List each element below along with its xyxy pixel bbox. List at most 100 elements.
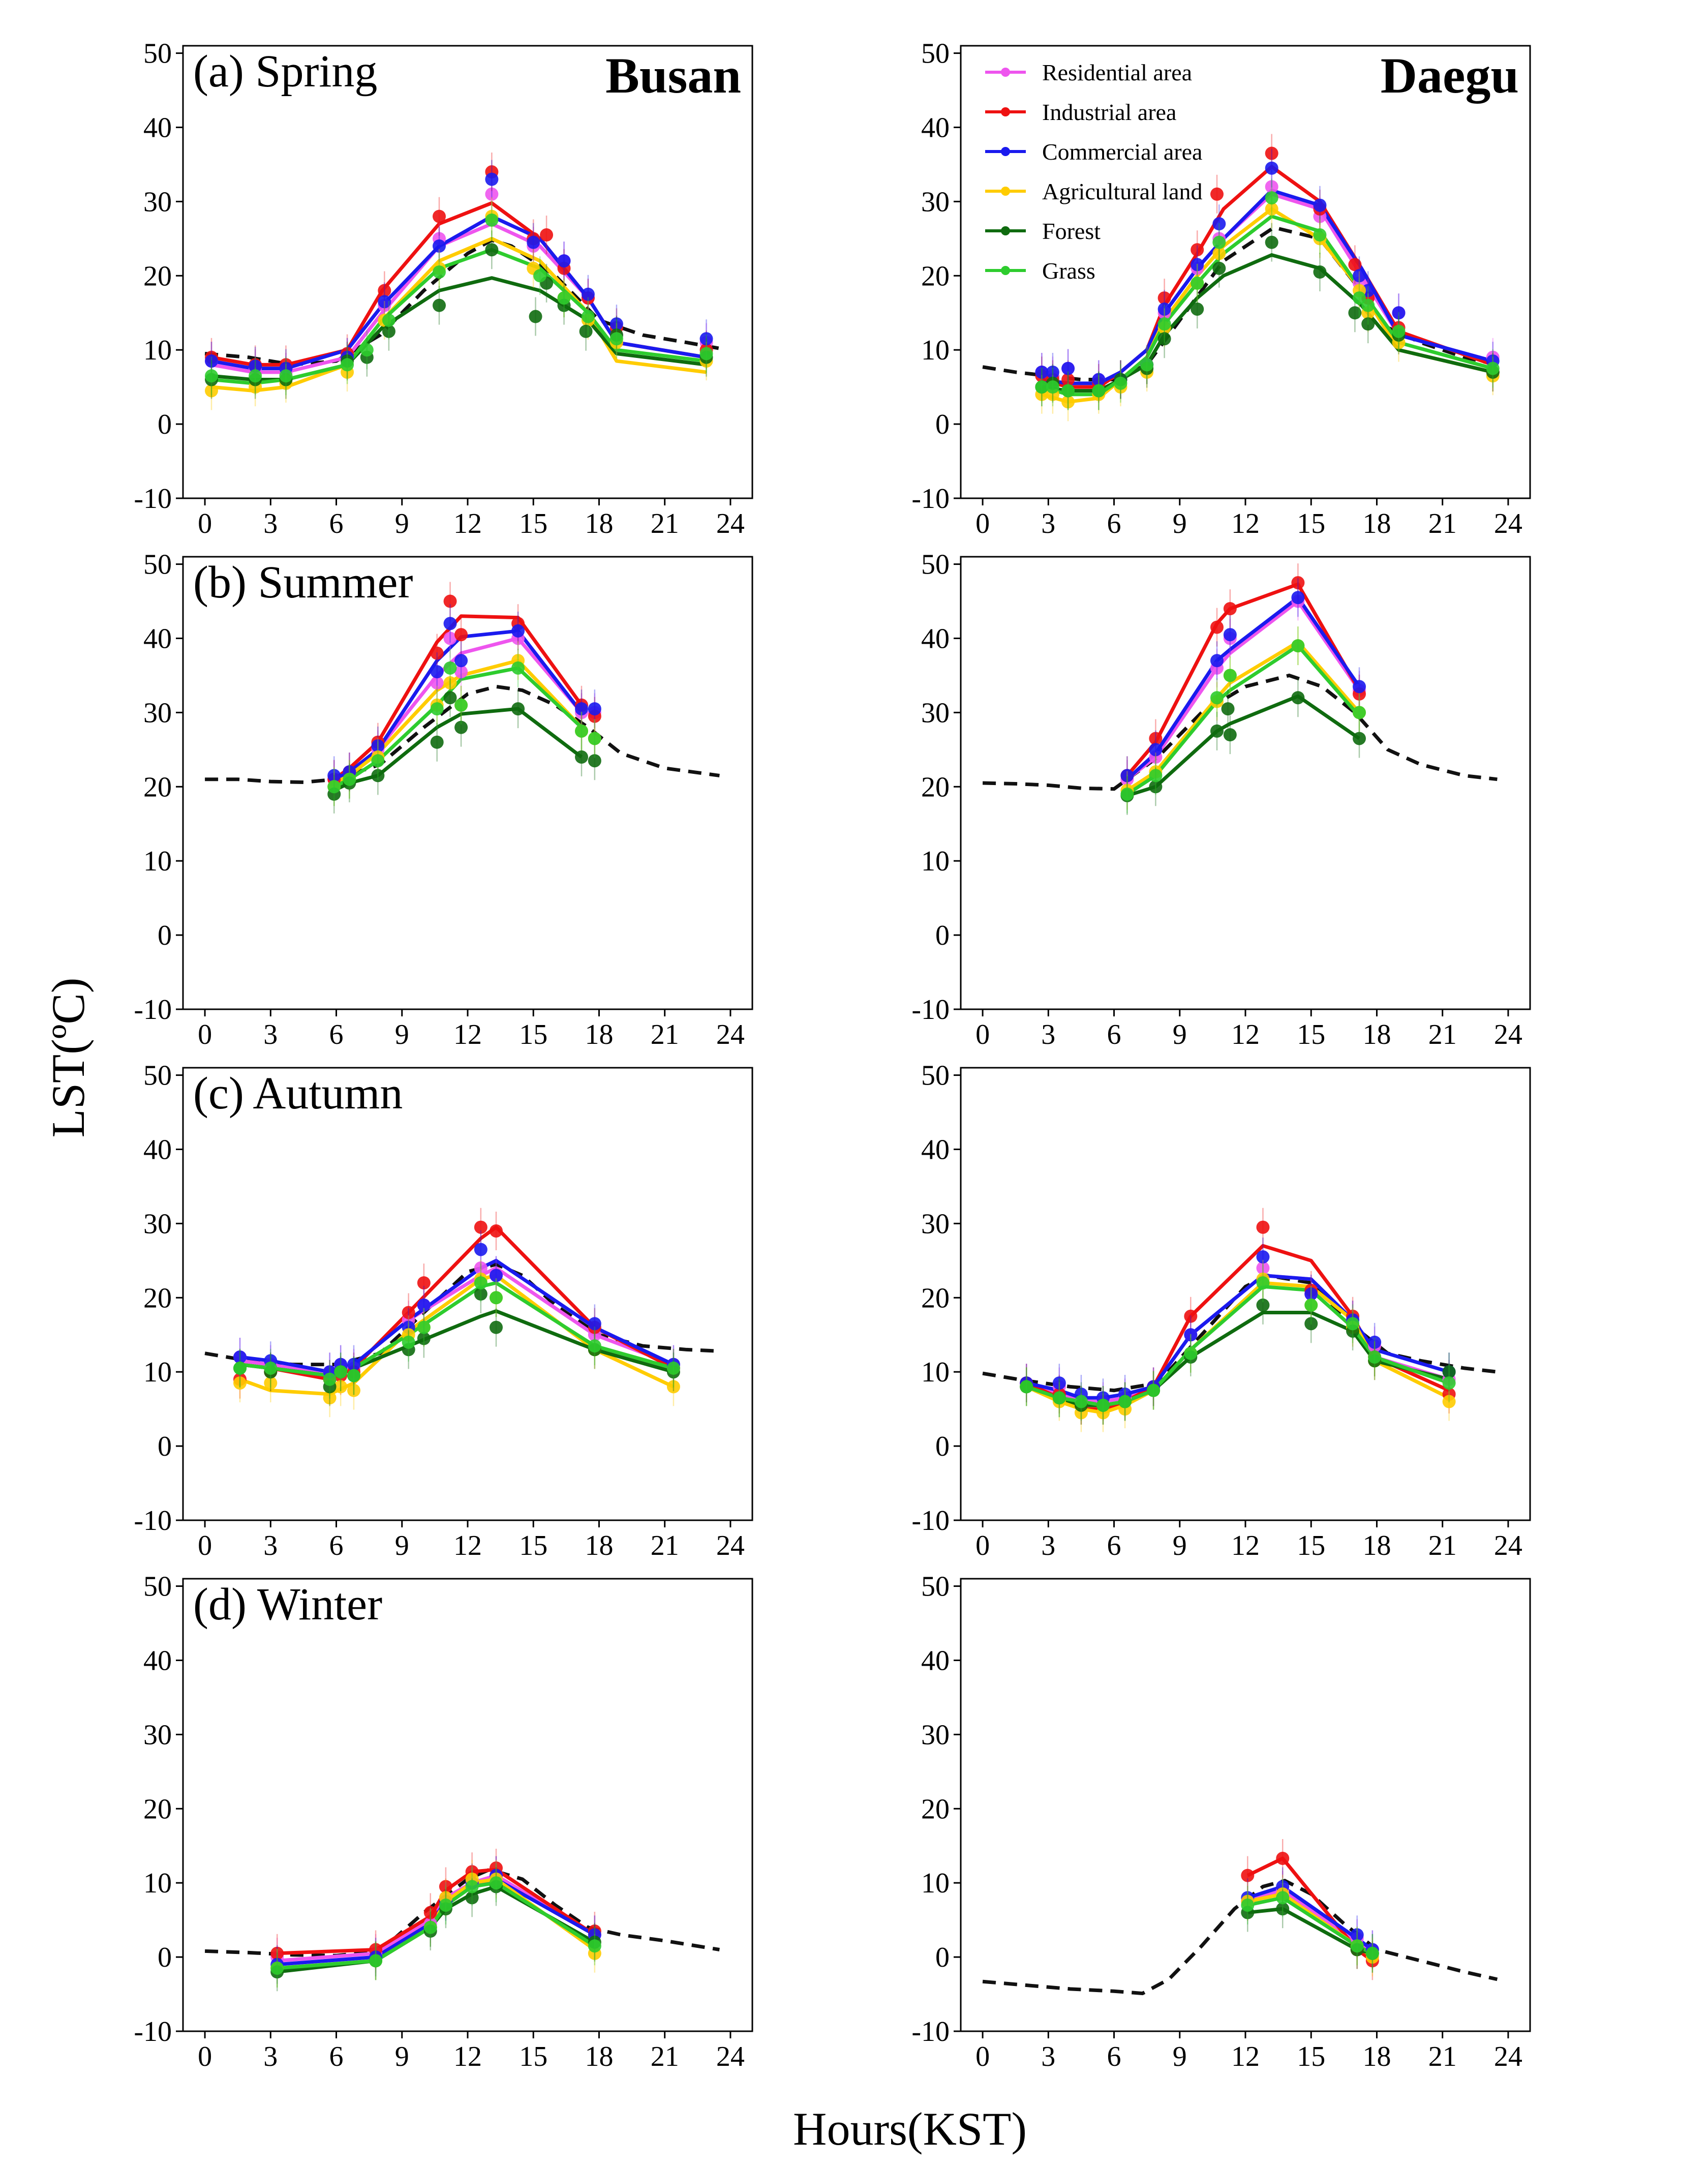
legend-marker-res: [1001, 68, 1010, 77]
data-point-ind: [1256, 1220, 1270, 1234]
data-point-for: [417, 1332, 431, 1345]
data-point-gra: [609, 332, 623, 346]
data-point-com: [609, 317, 623, 331]
legend-label-res: Residential area: [1042, 59, 1192, 85]
data-point-gra: [533, 269, 547, 283]
data-point-gra: [439, 1898, 452, 1912]
legend-marker-gra: [1001, 266, 1010, 275]
data-point-for: [1353, 732, 1366, 745]
x-tick-label: 6: [1107, 508, 1121, 539]
data-point-com: [1350, 1928, 1364, 1942]
data-point-com: [1313, 198, 1327, 212]
data-point-com: [454, 654, 468, 668]
x-tick-label: 21: [1428, 2041, 1457, 2072]
data-point-for: [1276, 1902, 1290, 1916]
data-point-ind: [1348, 258, 1362, 272]
x-tick-label: 18: [1362, 508, 1391, 539]
y-tick-label: -10: [134, 1505, 172, 1537]
data-point-gra: [1304, 1298, 1318, 1312]
x-axis-label: Hours(KST): [793, 2103, 1027, 2155]
x-tick-label: 6: [329, 508, 344, 539]
data-point-gra: [1313, 228, 1327, 242]
y-tick-label: 50: [143, 549, 172, 581]
data-point-ind: [1241, 1869, 1255, 1882]
data-point-gra: [443, 661, 457, 675]
data-point-for: [1210, 724, 1224, 738]
data-point-com: [557, 254, 571, 268]
x-tick-label: 9: [1173, 1019, 1187, 1050]
data-point-com: [699, 332, 713, 346]
data-point-com: [378, 295, 391, 309]
legend-label-for: Forest: [1042, 218, 1101, 244]
x-tick-label: 24: [1494, 1019, 1522, 1050]
legend-label-com: Commercial area: [1042, 139, 1202, 165]
y-tick-label: 20: [143, 771, 172, 803]
data-point-agr: [443, 676, 457, 690]
y-tick-label: 40: [921, 112, 950, 143]
data-point-gra: [1368, 1350, 1382, 1364]
data-point-gra: [588, 732, 601, 745]
y-tick-label: 0: [158, 409, 172, 440]
data-point-for: [1212, 261, 1226, 275]
panel-busan-spring: 0 3 6 9 12 15 18 21 24 -10 0 10 20 30 40 50 (a) Spring Bu…: [134, 38, 753, 539]
data-point-for: [1291, 691, 1305, 705]
y-tick-label: 50: [143, 1571, 172, 1603]
y-tick-label: 50: [921, 38, 950, 70]
data-point-gra: [1256, 1276, 1270, 1290]
data-point-gra: [323, 1372, 337, 1386]
data-point-gra: [433, 265, 446, 279]
legend-marker-for: [1001, 226, 1010, 235]
data-point-for: [1348, 306, 1362, 320]
y-tick-label: 20: [143, 1793, 172, 1825]
data-point-com: [575, 702, 588, 716]
city-title: Busan: [605, 47, 741, 104]
data-point-for: [485, 243, 499, 257]
y-tick-label: 20: [143, 1282, 172, 1314]
x-tick-label: 18: [585, 508, 613, 539]
x-tick-label: 24: [716, 1530, 745, 1561]
reference-line: [982, 673, 1498, 791]
x-tick-label: 24: [1494, 1530, 1522, 1561]
x-tick-label: 21: [651, 1530, 679, 1561]
data-point-gra: [588, 1939, 601, 1953]
data-point-res: [1265, 180, 1278, 194]
y-tick-label: 40: [143, 1134, 172, 1165]
x-tick-label: 24: [716, 2041, 745, 2072]
y-tick-label: 20: [921, 1793, 950, 1825]
data-point-agr: [1442, 1395, 1456, 1408]
x-tick-label: 24: [716, 1019, 745, 1050]
y-tick-label: 20: [921, 260, 950, 292]
x-tick-label: 18: [1362, 2041, 1391, 2072]
data-point-com: [430, 665, 444, 679]
data-point-com: [474, 1243, 487, 1256]
x-tick-label: 0: [198, 2041, 212, 2072]
data-point-for: [382, 324, 395, 338]
series-line-gra: [1247, 1895, 1374, 1955]
y-tick-label: 50: [921, 1571, 950, 1603]
data-point-com: [490, 1269, 503, 1282]
y-tick-label: 0: [935, 920, 950, 951]
x-tick-label: 12: [1231, 2041, 1260, 2072]
y-tick-label: 40: [921, 1134, 950, 1165]
x-tick-label: 3: [1041, 2041, 1055, 2072]
data-point-gra: [1120, 787, 1134, 801]
panel-daegu-winter: 0 3 6 9 12 15 18 21 24 -10 0 10 20 30 40 50: [911, 1571, 1531, 2072]
x-tick-label: 15: [519, 2041, 547, 2072]
x-tick-label: 12: [453, 1530, 482, 1561]
y-tick-label: 20: [921, 1282, 950, 1314]
data-point-gra: [1074, 1395, 1088, 1408]
data-point-gra: [1361, 298, 1375, 312]
y-tick-label: 30: [921, 1719, 950, 1751]
legend-marker-ind: [1001, 107, 1010, 116]
data-point-com: [1304, 1287, 1318, 1301]
data-point-gra: [1046, 380, 1059, 394]
city-title: Daegu: [1381, 47, 1519, 104]
data-point-gra: [249, 369, 262, 383]
data-point-gra: [1353, 706, 1366, 719]
y-tick-label: 30: [921, 186, 950, 218]
y-tick-label: 10: [921, 1868, 950, 1899]
data-point-ind: [1191, 243, 1204, 257]
y-tick-label: -10: [911, 994, 950, 1026]
x-tick-label: 0: [975, 508, 990, 539]
data-point-com: [1157, 302, 1171, 316]
